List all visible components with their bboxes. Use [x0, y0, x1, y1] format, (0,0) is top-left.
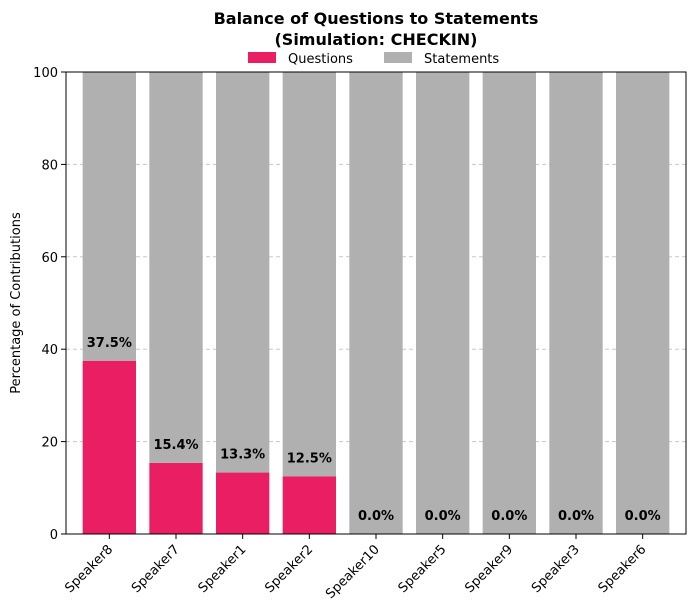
x-tick-label-speaker10: Speaker10: [323, 542, 383, 602]
x-tick-label-speaker7: Speaker7: [129, 542, 183, 596]
data-label-speaker2: 12.5%: [287, 451, 332, 466]
y-axis-label: Percentage of Contributions: [9, 212, 24, 394]
data-label-speaker9: 0.0%: [491, 509, 527, 524]
bars: [82, 72, 670, 534]
data-label-speaker8: 37.5%: [87, 336, 132, 351]
legend-label-statements: Statements: [424, 52, 499, 67]
bar-statements-speaker9: [482, 72, 536, 534]
chart-title-line-2: (Simulation: CHECKIN): [274, 30, 477, 49]
y-tick-label: 60: [41, 251, 58, 266]
x-tick-label-speaker8: Speaker8: [62, 542, 116, 596]
bar-statements-speaker2: [282, 72, 336, 477]
y-tick-label: 0: [50, 528, 58, 543]
y-axis-ticks: 0 20 40 60 80 100: [33, 66, 66, 543]
bar-statements-speaker10: [349, 72, 403, 534]
y-tick-label: 100: [33, 66, 58, 81]
bar-questions-speaker1: [216, 472, 270, 534]
legend-label-questions: Questions: [288, 52, 353, 67]
data-label-speaker3: 0.0%: [558, 509, 594, 524]
data-label-speaker7: 15.4%: [153, 438, 198, 453]
legend-swatch-questions: [248, 52, 276, 63]
data-label-speaker10: 0.0%: [358, 509, 394, 524]
bar-statements-speaker1: [216, 72, 270, 473]
legend-swatch-statements: [384, 52, 412, 63]
x-axis-ticks: Speaker8 Speaker7 Speaker1 Speaker2 Speaker1…: [62, 534, 649, 602]
bar-statements-speaker3: [549, 72, 603, 534]
legend: Questions Statements: [248, 52, 499, 67]
x-tick-label-speaker1: Speaker1: [196, 542, 250, 596]
chart-title-line-1: Balance of Questions to Statements: [214, 9, 539, 28]
x-tick-label-speaker2: Speaker2: [262, 542, 316, 596]
bar-statements-speaker5: [416, 72, 470, 534]
y-tick-label: 40: [41, 343, 58, 358]
bar-questions-speaker7: [149, 462, 203, 534]
bar-questions-speaker8: [82, 360, 136, 534]
bar-questions-speaker2: [282, 476, 336, 534]
x-tick-label-speaker6: Speaker6: [596, 542, 650, 596]
y-tick-label: 80: [41, 158, 58, 173]
y-tick-label: 20: [41, 436, 58, 451]
bar-statements-speaker7: [149, 72, 203, 463]
bar-statements-speaker8: [82, 72, 136, 361]
x-tick-label-speaker3: Speaker3: [529, 542, 583, 596]
x-tick-label-speaker9: Speaker9: [462, 542, 516, 596]
bar-statements-speaker6: [616, 72, 670, 534]
data-label-speaker5: 0.0%: [425, 509, 461, 524]
data-labels: 37.5% 15.4% 13.3% 12.5% 0.0% 0.0% 0.0% 0.0% 0.0%: [87, 336, 661, 524]
data-label-speaker1: 13.3%: [220, 448, 265, 463]
data-label-speaker6: 0.0%: [625, 509, 661, 524]
x-tick-label-speaker5: Speaker5: [396, 542, 450, 596]
